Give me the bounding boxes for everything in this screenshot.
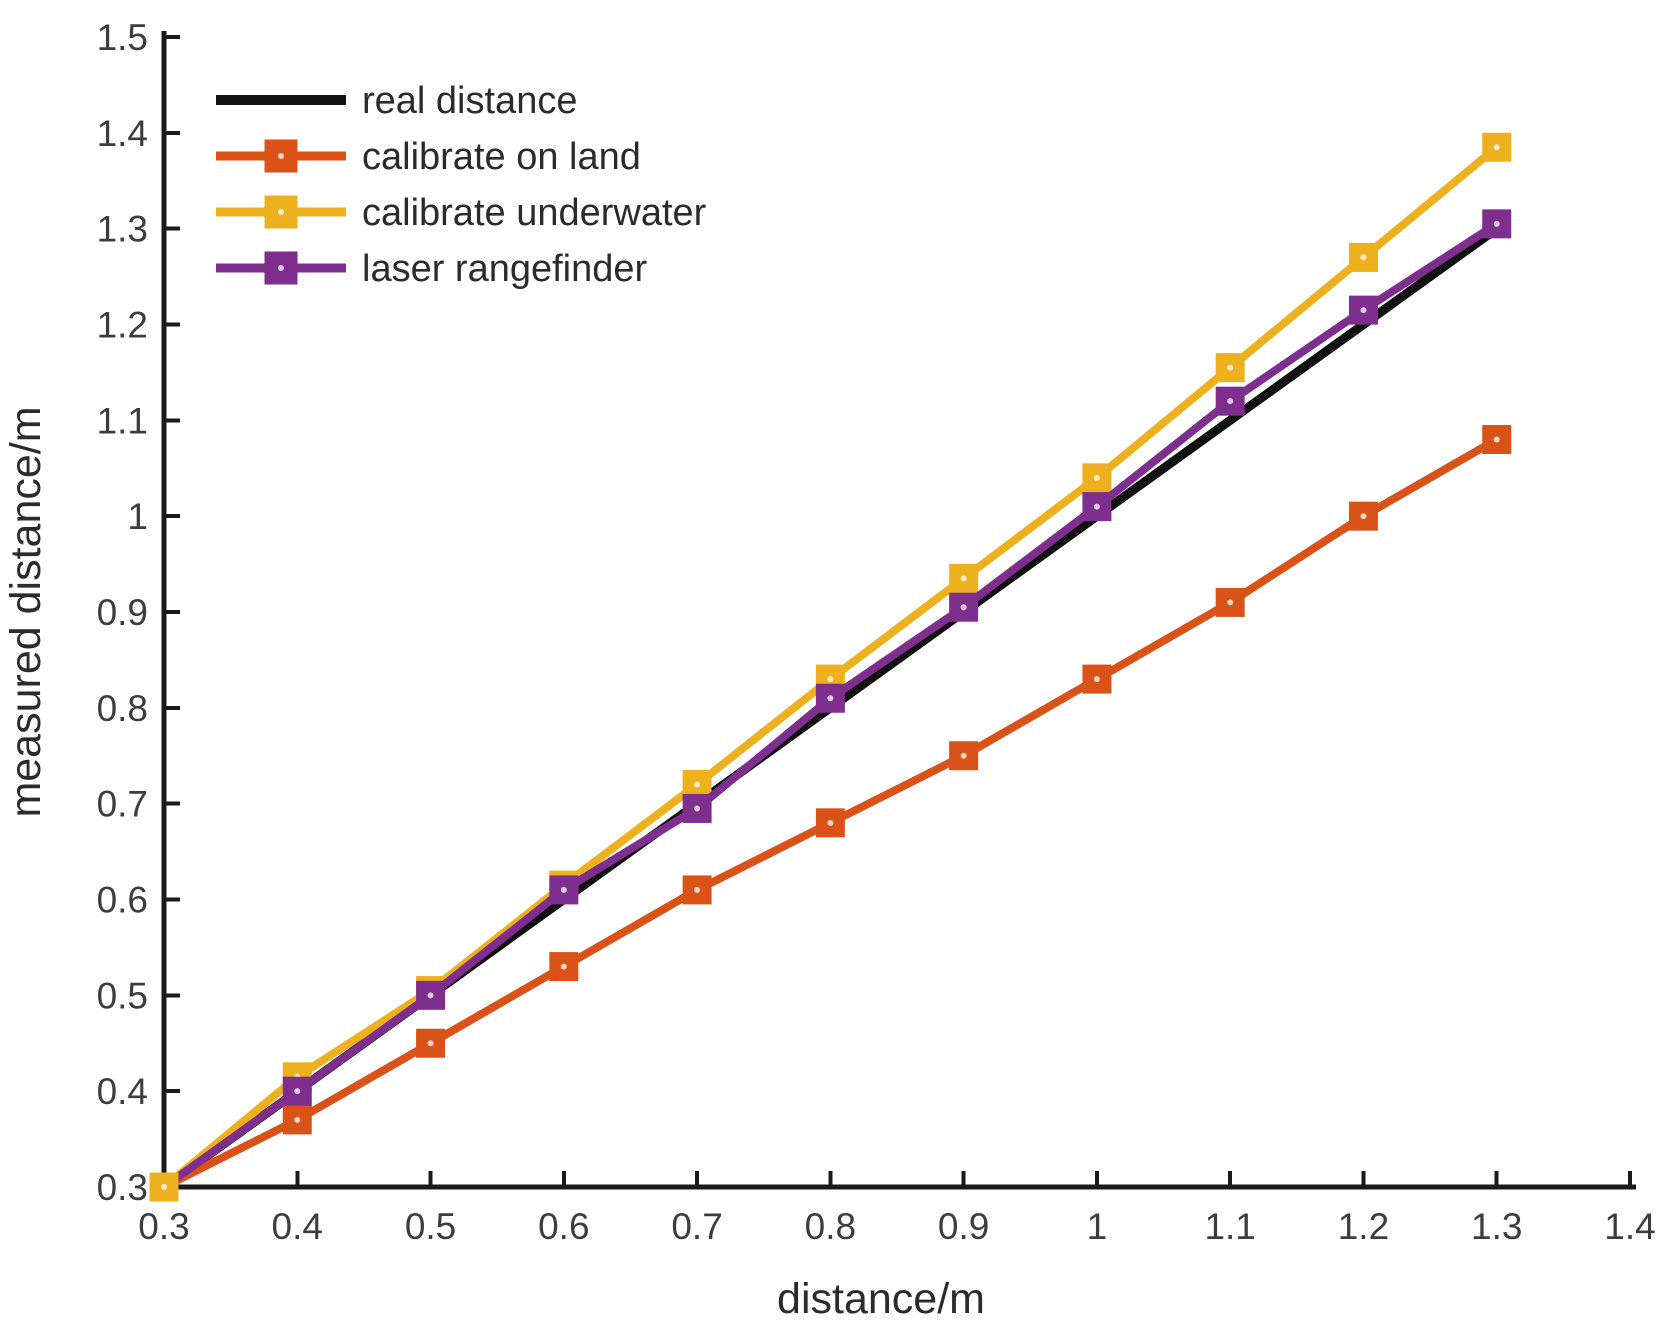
marker-dot: [1493, 220, 1500, 227]
marker-dot: [427, 1040, 434, 1047]
marker-dot: [560, 886, 567, 893]
series-calibrate-on-land: [149, 425, 1512, 1202]
y-tick-label: 0.9: [97, 592, 148, 633]
legend-item-laser-rangefinder: laser rangefinder: [216, 248, 648, 290]
legend-label: real distance: [362, 80, 577, 122]
marker-dot: [161, 1184, 167, 1190]
x-tick-label: 0.7: [671, 1206, 722, 1247]
x-tick-label: 0.8: [805, 1206, 856, 1247]
marker-dot: [694, 886, 701, 893]
y-tick-label: 1.4: [97, 113, 148, 154]
y-tick-label: 1.5: [97, 17, 148, 58]
y-tick-label: 1.2: [97, 305, 148, 346]
x-tick-label: 1: [1087, 1206, 1108, 1247]
x-tick-label: 0.5: [405, 1206, 456, 1247]
y-tick-label: 1.1: [97, 400, 148, 441]
series-laser-rangefinder: [149, 209, 1512, 1202]
marker-dot: [1093, 474, 1100, 481]
marker-dot: [278, 153, 284, 159]
x-tick-label: 1.2: [1338, 1206, 1389, 1247]
marker-dot: [1493, 144, 1500, 151]
x-tick-label: 0.3: [138, 1206, 189, 1247]
legend-label: calibrate on land: [362, 136, 641, 178]
marker-dot: [427, 992, 434, 999]
marker-dot: [1360, 254, 1367, 261]
marker-dot: [278, 209, 284, 215]
marker-dot: [1093, 503, 1100, 510]
marker-dot: [294, 1088, 301, 1095]
marker-dot: [1227, 364, 1234, 371]
x-tick-label: 1.3: [1471, 1206, 1522, 1247]
marker-dot: [960, 575, 967, 582]
y-tick-label: 1.3: [97, 209, 148, 250]
x-axis: 0.3 0.4 0.5 0.6 0.7 0.8 0.9 1 1.1 1.2 1.3 1.4: [138, 1171, 1656, 1247]
legend-label: calibrate underwater: [362, 192, 707, 234]
x-tick-label: 0.9: [938, 1206, 989, 1247]
legend: real distance calibrate on land calibrate …: [216, 80, 707, 290]
marker-dot: [827, 695, 834, 702]
marker-dot: [278, 265, 284, 271]
marker-dot: [1227, 398, 1234, 405]
x-tick-label: 0.4: [272, 1206, 323, 1247]
marker-dot: [1360, 307, 1367, 314]
y-tick-label: 0.8: [97, 688, 148, 729]
marker-dot: [294, 1116, 301, 1123]
x-tick-label: 0.6: [538, 1206, 589, 1247]
marker-dot: [960, 752, 967, 759]
legend-item-real-distance: real distance: [216, 80, 577, 122]
marker-dot: [827, 819, 834, 826]
series-calibrate-underwater: [149, 132, 1512, 1202]
marker-dot: [694, 805, 701, 812]
origin-marker-overlay: [149, 1172, 179, 1202]
x-tick-label: 1.1: [1204, 1206, 1255, 1247]
y-tick-label: 0.7: [97, 784, 148, 825]
legend-item-calibrate-on-land: calibrate on land: [216, 136, 641, 178]
legend-item-calibrate-underwater: calibrate underwater: [216, 192, 707, 234]
x-tick-label: 1.4: [1604, 1206, 1655, 1247]
y-axis: 0.3 0.4 0.5 0.6 0.7 0.8 0.9 1 1.1 1.2 1.3 1.4 1.5: [97, 17, 180, 1208]
y-axis-title: measured distance/m: [2, 406, 50, 817]
marker-dot: [1093, 676, 1100, 683]
marker-dot: [1360, 513, 1367, 520]
marker-dot: [960, 604, 967, 611]
legend-label: laser rangefinder: [362, 248, 648, 290]
y-tick-label: 0.5: [97, 975, 148, 1016]
y-tick-label: 1: [127, 496, 148, 537]
marker-dot: [694, 781, 701, 788]
marker-dot: [560, 963, 567, 970]
marker-dot: [827, 676, 834, 683]
marker-dot: [1227, 599, 1234, 606]
y-tick-label: 0.4: [97, 1071, 148, 1112]
y-tick-label: 0.6: [97, 880, 148, 921]
y-tick-label: 0.3: [97, 1167, 148, 1208]
x-axis-title: distance/m: [777, 1275, 985, 1323]
marker-dot: [1493, 436, 1500, 443]
